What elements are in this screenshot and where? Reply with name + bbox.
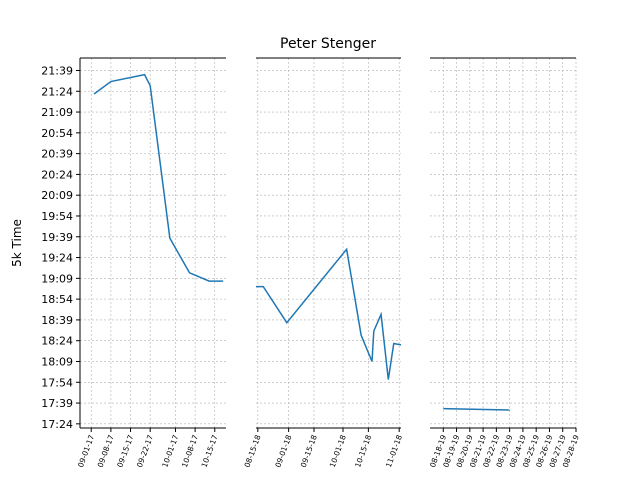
y-tick-label: 18:39 <box>41 314 73 327</box>
x-tick-label: 11-01-18 <box>384 433 404 468</box>
y-tick-label: 20:54 <box>41 127 73 140</box>
x-tick-label: 09-15-18 <box>299 433 319 468</box>
y-tick-label: 19:24 <box>41 252 73 265</box>
line <box>93 73 224 282</box>
y-tick-label: 17:54 <box>41 376 73 389</box>
y-tick-label: 17:24 <box>41 418 73 431</box>
y-tick-label: 18:24 <box>41 335 73 348</box>
y-tick-label: 20:24 <box>41 168 73 181</box>
y-tick-label: 21:39 <box>41 64 73 77</box>
y-tick-label: 19:09 <box>41 272 73 285</box>
chart-title: Peter Stenger <box>280 36 376 52</box>
x-tick-label: 09-01-18 <box>273 433 293 468</box>
line <box>256 247 402 380</box>
x-tick-label: 09-15-17 <box>115 433 135 468</box>
y-tick-label: 20:09 <box>41 189 73 202</box>
y-axis-label: 5k Time <box>10 219 24 267</box>
line <box>443 407 510 411</box>
y-tick-label: 18:09 <box>41 355 73 368</box>
x-tick-label: 10-08-17 <box>180 433 200 468</box>
y-tick-label: 19:54 <box>41 210 73 223</box>
x-tick-label: 10-15-18 <box>353 433 373 468</box>
x-tick-label: 10-01-18 <box>328 433 348 468</box>
x-tick-label: 10-01-17 <box>160 433 180 468</box>
x-tick-label: 10-15-17 <box>200 433 220 468</box>
x-tick-label: 09-08-17 <box>96 433 116 468</box>
y-tick-label: 18:54 <box>41 293 73 306</box>
x-tick-label: 08-15-18 <box>243 433 263 468</box>
x-tick-label: 09-22-17 <box>135 433 155 468</box>
y-tick-label: 21:09 <box>41 106 73 119</box>
y-tick-label: 20:39 <box>41 148 73 161</box>
y-tick-label: 17:39 <box>41 397 73 410</box>
y-tick-label: 19:39 <box>41 231 73 244</box>
y-tick-label: 21:24 <box>41 85 73 98</box>
x-tick-label: 09-01-17 <box>76 433 96 468</box>
